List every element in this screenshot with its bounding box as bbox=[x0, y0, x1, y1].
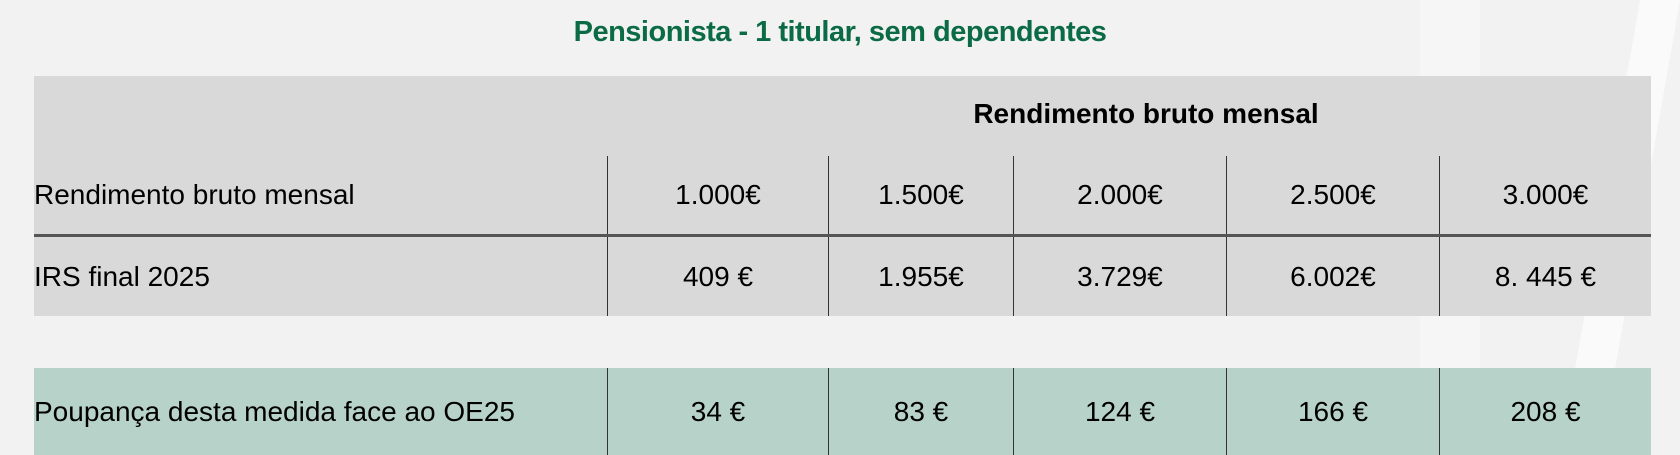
table-cell: 83 € bbox=[828, 368, 1013, 455]
table-cell: 3.729€ bbox=[1013, 237, 1226, 316]
savings-row: Poupança desta medida face ao OE25 34 € … bbox=[34, 368, 1651, 455]
table-cell: 1.500€ bbox=[828, 156, 1013, 234]
table-row: IRS final 2025 409 € 1.955€ 3.729€ 6.002… bbox=[34, 237, 1651, 316]
table-cell: 1.000€ bbox=[607, 156, 828, 234]
income-table: Rendimento bruto mensal Rendimento bruto… bbox=[34, 76, 1651, 316]
table-cell: 409 € bbox=[607, 237, 828, 316]
table-cell: 6.002€ bbox=[1226, 237, 1439, 316]
table-cell: 8. 445 € bbox=[1439, 237, 1651, 316]
table-cell: 2.000€ bbox=[1013, 156, 1226, 234]
table-row: Rendimento bruto mensal 1.000€ 1.500€ 2.… bbox=[34, 156, 1651, 234]
savings-table: Poupança desta medida face ao OE25 34 € … bbox=[34, 368, 1651, 455]
table-cell: 208 € bbox=[1439, 368, 1651, 455]
page-title: Pensionista - 1 titular, sem dependentes bbox=[573, 16, 1107, 48]
table-cell: 124 € bbox=[1013, 368, 1226, 455]
group-header: Rendimento bruto mensal bbox=[973, 98, 1319, 129]
table-cell: 3.000€ bbox=[1439, 156, 1651, 234]
row-divider bbox=[34, 234, 1651, 237]
row-label: IRS final 2025 bbox=[34, 260, 210, 292]
row-label: Rendimento bruto mensal bbox=[34, 179, 355, 210]
table-cell: 34 € bbox=[607, 368, 828, 455]
row-label: Poupança desta medida face ao OE25 bbox=[34, 395, 516, 427]
table-cell: 1.955€ bbox=[828, 237, 1013, 316]
table-cell: 2.500€ bbox=[1226, 156, 1439, 234]
table-cell: 166 € bbox=[1226, 368, 1439, 455]
